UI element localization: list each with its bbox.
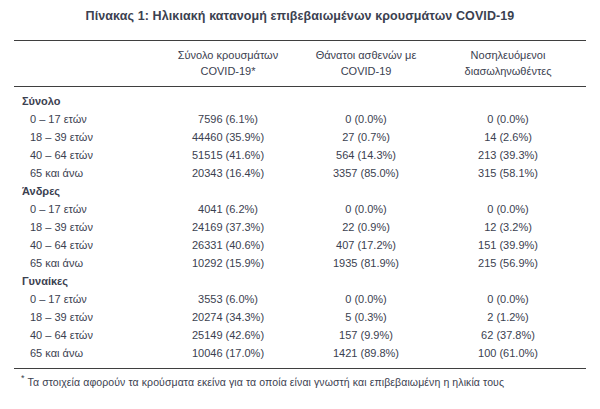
table-header-row: Σύνολο κρουσμάτων COVID-19* Θάνατοι ασθε… [14, 41, 586, 87]
footnote-text: Τα στοιχεία αφορούν τα κρούσματα εκείνα … [28, 376, 504, 388]
cases-cell: 51515 (41.6%) [154, 149, 302, 161]
intubated-cell: 14 (2.6%) [430, 131, 586, 143]
deaths-cell: 22 (0.9%) [302, 221, 430, 233]
section-label: Σύνολο [14, 95, 154, 107]
deaths-cell: 564 (14.3%) [302, 149, 430, 161]
column-header-deaths-line1: Θάνατοι ασθενών με [316, 49, 417, 61]
column-header-intubated-line1: Νοσηλευόμενοι [471, 49, 546, 61]
cases-cell: 10046 (17.0%) [154, 347, 302, 359]
table-row: 65 και άνω 10046 (17.0%) 1421 (89.8%) 10… [14, 344, 586, 362]
footnote: *Τα στοιχεία αφορούν τα κρούσματα εκείνα… [14, 373, 586, 388]
cases-cell: 10292 (15.9%) [154, 257, 302, 269]
section-header-total: Σύνολο [14, 92, 586, 110]
row-label: 40 – 64 ετών [14, 149, 154, 161]
cases-cell: 25149 (42.6%) [154, 329, 302, 341]
deaths-cell: 1421 (89.8%) [302, 347, 430, 359]
table-row: 18 – 39 ετών 44460 (35.9%) 27 (0.7%) 14 … [14, 128, 586, 146]
cases-cell: 44460 (35.9%) [154, 131, 302, 143]
row-label: 65 και άνω [14, 257, 154, 269]
table-row: 18 – 39 ετών 24169 (37.3%) 22 (0.9%) 12 … [14, 218, 586, 236]
intubated-cell: 0 (0.0%) [430, 203, 586, 215]
column-header-deaths: Θάνατοι ασθενών με COVID-19 [302, 47, 430, 79]
column-header-intubated: Νοσηλευόμενοι διασωληνωθέντες [430, 47, 586, 79]
table-row: 40 – 64 ετών 26331 (40.6%) 407 (17.2%) 1… [14, 236, 586, 254]
footnote-asterisk: * [21, 373, 25, 383]
intubated-cell: 62 (37.8%) [430, 329, 586, 341]
intubated-cell: 12 (3.2%) [430, 221, 586, 233]
row-label: 40 – 64 ετών [14, 329, 154, 341]
intubated-cell: 151 (39.9%) [430, 239, 586, 251]
deaths-cell: 1935 (81.9%) [302, 257, 430, 269]
deaths-cell: 5 (0.3%) [302, 311, 430, 323]
intubated-cell: 213 (39.3%) [430, 149, 586, 161]
table-row: 65 και άνω 20343 (16.4%) 3357 (85.0%) 31… [14, 164, 586, 182]
deaths-cell: 3357 (85.0%) [302, 167, 430, 179]
intubated-cell: 0 (0.0%) [430, 293, 586, 305]
column-header-cases-line2: COVID-19* [200, 65, 255, 77]
row-label: 65 και άνω [14, 347, 154, 359]
table-body: Σύνολο 0 – 17 ετών 7596 (6.1%) 0 (0.0%) … [14, 87, 586, 369]
cases-cell: 24169 (37.3%) [154, 221, 302, 233]
cases-cell: 20274 (34.3%) [154, 311, 302, 323]
row-label: 18 – 39 ετών [14, 131, 154, 143]
cases-cell: 3553 (6.0%) [154, 293, 302, 305]
deaths-cell: 0 (0.0%) [302, 203, 430, 215]
deaths-cell: 0 (0.0%) [302, 293, 430, 305]
cases-cell: 7596 (6.1%) [154, 113, 302, 125]
table-row: 40 – 64 ετών 25149 (42.6%) 157 (9.9%) 62… [14, 326, 586, 344]
intubated-cell: 315 (58.1%) [430, 167, 586, 179]
cases-cell: 20343 (16.4%) [154, 167, 302, 179]
column-header-intubated-line2: διασωληνωθέντες [465, 65, 552, 77]
deaths-cell: 27 (0.7%) [302, 131, 430, 143]
table-row: 0 – 17 ετών 4041 (6.2%) 0 (0.0%) 0 (0.0%… [14, 200, 586, 218]
intubated-cell: 100 (61.0%) [430, 347, 586, 359]
intubated-cell: 0 (0.0%) [430, 113, 586, 125]
table-row: 18 – 39 ετών 20274 (34.3%) 5 (0.3%) 2 (1… [14, 308, 586, 326]
deaths-cell: 407 (17.2%) [302, 239, 430, 251]
row-label: 0 – 17 ετών [14, 113, 154, 125]
row-label: 40 – 64 ετών [14, 239, 154, 251]
table-row: 0 – 17 ετών 3553 (6.0%) 0 (0.0%) 0 (0.0%… [14, 290, 586, 308]
intubated-cell: 2 (1.2%) [430, 311, 586, 323]
section-label: Γυναίκες [14, 275, 154, 287]
row-label: 0 – 17 ετών [14, 293, 154, 305]
deaths-cell: 0 (0.0%) [302, 113, 430, 125]
section-label: Άνδρες [14, 185, 154, 197]
row-label: 18 – 39 ετών [14, 311, 154, 323]
data-table: Σύνολο κρουσμάτων COVID-19* Θάνατοι ασθε… [14, 40, 586, 369]
row-label: 65 και άνω [14, 167, 154, 179]
section-header-men: Άνδρες [14, 182, 586, 200]
cases-cell: 4041 (6.2%) [154, 203, 302, 215]
column-header-cases-line1: Σύνολο κρουσμάτων [178, 49, 278, 61]
table-row: 0 – 17 ετών 7596 (6.1%) 0 (0.0%) 0 (0.0%… [14, 110, 586, 128]
column-header-cases: Σύνολο κρουσμάτων COVID-19* [154, 47, 302, 79]
section-header-women: Γυναίκες [14, 272, 586, 290]
row-label: 18 – 39 ετών [14, 221, 154, 233]
row-label: 0 – 17 ετών [14, 203, 154, 215]
report-page: Πίνακας 1: Ηλικιακή κατανομή επιβεβαιωμέ… [0, 9, 600, 409]
page-title: Πίνακας 1: Ηλικιακή κατανομή επιβεβαιωμέ… [0, 9, 600, 23]
table-row: 40 – 64 ετών 51515 (41.6%) 564 (14.3%) 2… [14, 146, 586, 164]
column-header-deaths-line2: COVID-19 [341, 65, 392, 77]
deaths-cell: 157 (9.9%) [302, 329, 430, 341]
cases-cell: 26331 (40.6%) [154, 239, 302, 251]
table-row: 65 και άνω 10292 (15.9%) 1935 (81.9%) 21… [14, 254, 586, 272]
intubated-cell: 215 (56.9%) [430, 257, 586, 269]
